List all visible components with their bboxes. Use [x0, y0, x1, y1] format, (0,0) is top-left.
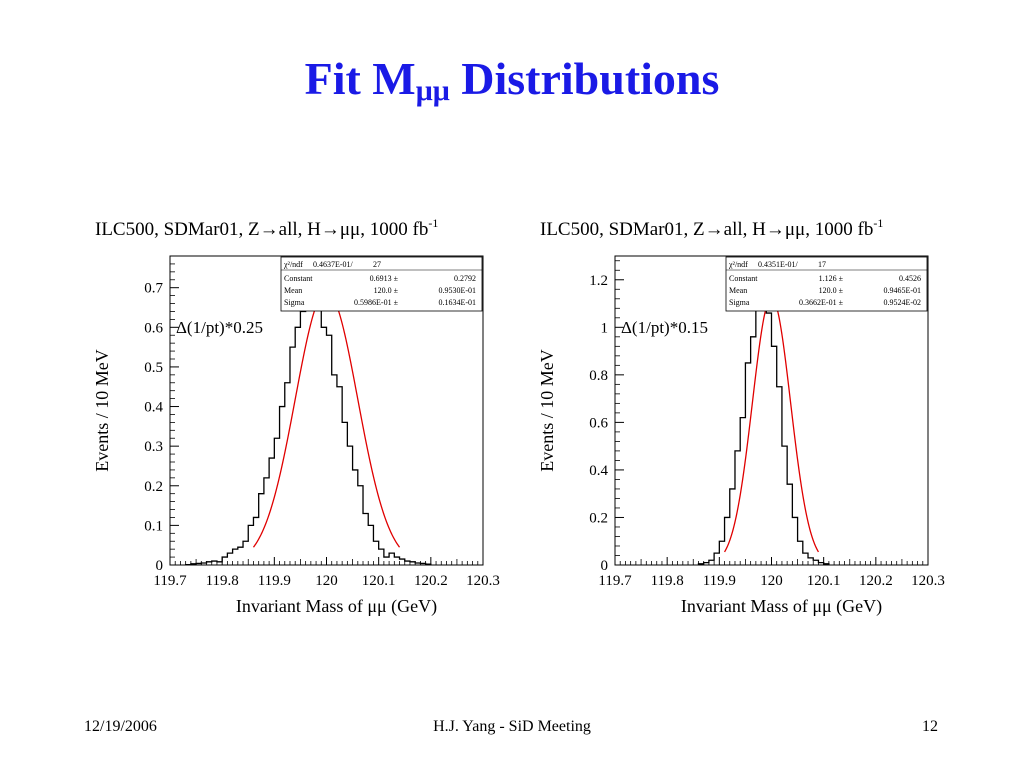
y-tick-label: 1.2 — [589, 273, 608, 289]
stats-row-name: Constant — [729, 274, 758, 283]
stats-row-name: Mean — [284, 286, 302, 295]
x-tick-label: 119.7 — [598, 573, 632, 589]
x-tick-label: 120.2 — [859, 573, 893, 589]
stats-row-value: 120.0 ± — [374, 286, 399, 295]
stats-row-error: 0.2792 — [454, 274, 476, 283]
fit-stats-box: χ²/ndf 0.4351E-01/17 Constant 1.126 ± 0.4526… — [725, 256, 928, 312]
resolution-annotation: Δ(1/pt)*0.15 — [621, 318, 708, 337]
x-tick-label: 120.1 — [362, 573, 396, 589]
y-tick-label: 1 — [601, 320, 609, 336]
chi2-label: χ²/ndf — [728, 260, 748, 269]
x-tick-label: 120.3 — [466, 573, 500, 589]
y-axis-label: Events / 10 MeV — [537, 349, 557, 471]
y-axis-label: Events / 10 MeV — [92, 349, 112, 471]
x-axis-label: Invariant Mass of μμ (GeV) — [236, 596, 437, 617]
stats-box-frame — [725, 256, 928, 312]
x-tick-label: 120.3 — [911, 573, 945, 589]
y-tick-label: 0 — [601, 558, 609, 574]
footer-page-number: 12 — [922, 718, 938, 735]
y-tick-label: 0.4 — [589, 463, 608, 479]
stats-row-name: Constant — [284, 274, 313, 283]
stats-row-value: 120.0 ± — [819, 286, 844, 295]
y-tick-label: 0.6 — [589, 415, 608, 431]
stats-box-frame — [280, 256, 483, 312]
stats-row-error: 0.9524E-02 — [883, 298, 921, 307]
y-tick-label: 0.4 — [144, 400, 163, 416]
stats-row-value: 0.3662E-01 ± — [799, 298, 844, 307]
x-axis-label: Invariant Mass of μμ (GeV) — [681, 596, 882, 617]
y-tick-label: 0.6 — [144, 320, 163, 336]
footer-date: 12/19/2006 — [84, 718, 157, 735]
stats-row-value: 0.5986E-01 ± — [354, 298, 399, 307]
y-tick-label: 0.5 — [144, 360, 163, 376]
x-tick-label: 119.9 — [258, 573, 291, 589]
stats-row-error: 0.1634E-01 — [438, 298, 476, 307]
stats-row-value: 0.6913 ± — [370, 274, 399, 283]
y-tick-label: 0.7 — [144, 281, 163, 297]
stats-row-name: Mean — [729, 286, 747, 295]
x-tick-label: 119.7 — [153, 573, 187, 589]
x-tick-label: 120.2 — [414, 573, 448, 589]
chart-title: ILC500, SDMar01, Z→all, H→μμ, 1000 fb-1 — [95, 216, 438, 240]
y-tick-label: 0.8 — [589, 368, 608, 384]
chi2-value: 0.4351E-01/ — [758, 260, 799, 269]
chi2-value: 0.4637E-01/ — [313, 260, 354, 269]
chart-title: ILC500, SDMar01, Z→all, H→μμ, 1000 fb-1 — [540, 216, 883, 240]
y-tick-label: 0.3 — [144, 439, 163, 455]
slide-title-rest: Distributions — [449, 53, 720, 104]
slide-title-main: Fit M — [304, 53, 416, 104]
slide-title: Fit Mμμ Distributions — [0, 52, 1024, 108]
stats-row-name: Sigma — [729, 298, 750, 307]
slide-title-subscript: μμ — [415, 74, 450, 107]
chi2-label: χ²/ndf — [283, 260, 303, 269]
x-tick-label: 120.1 — [807, 573, 841, 589]
stats-row-error: 0.9530E-01 — [438, 286, 476, 295]
y-tick-label: 0 — [156, 558, 164, 574]
chart-title-superscript: -1 — [428, 216, 438, 230]
stats-row-error: 0.4526 — [899, 274, 921, 283]
ndf-value: 27 — [373, 260, 381, 269]
stats-row-value: 1.126 ± — [819, 274, 844, 283]
x-tick-label: 120 — [760, 573, 783, 589]
footer-presenter: H.J. Yang - SiD Meeting — [433, 718, 591, 735]
chart-right: ILC500, SDMar01, Z→all, H→μμ, 1000 fb-1 1… — [537, 216, 945, 617]
x-tick-label: 119.9 — [703, 573, 736, 589]
fit-stats-box: χ²/ndf 0.4637E-01/27 Constant 0.6913 ± 0.279… — [280, 256, 483, 312]
x-tick-label: 119.8 — [651, 573, 684, 589]
stats-row-error: 0.9465E-01 — [883, 286, 921, 295]
chart-left: ILC500, SDMar01, Z→all, H→μμ, 1000 fb-1 1… — [92, 216, 500, 617]
x-tick-label: 120 — [315, 573, 338, 589]
x-tick-label: 119.8 — [206, 573, 239, 589]
resolution-annotation: Δ(1/pt)*0.25 — [176, 318, 263, 337]
histogram-outline — [697, 288, 830, 565]
y-tick-label: 0.2 — [144, 479, 163, 495]
chart-title-superscript: -1 — [873, 216, 883, 230]
stats-row-name: Sigma — [284, 298, 305, 307]
ndf-value: 17 — [818, 260, 826, 269]
y-tick-label: 0.2 — [589, 510, 608, 526]
y-tick-label: 0.1 — [144, 518, 163, 534]
